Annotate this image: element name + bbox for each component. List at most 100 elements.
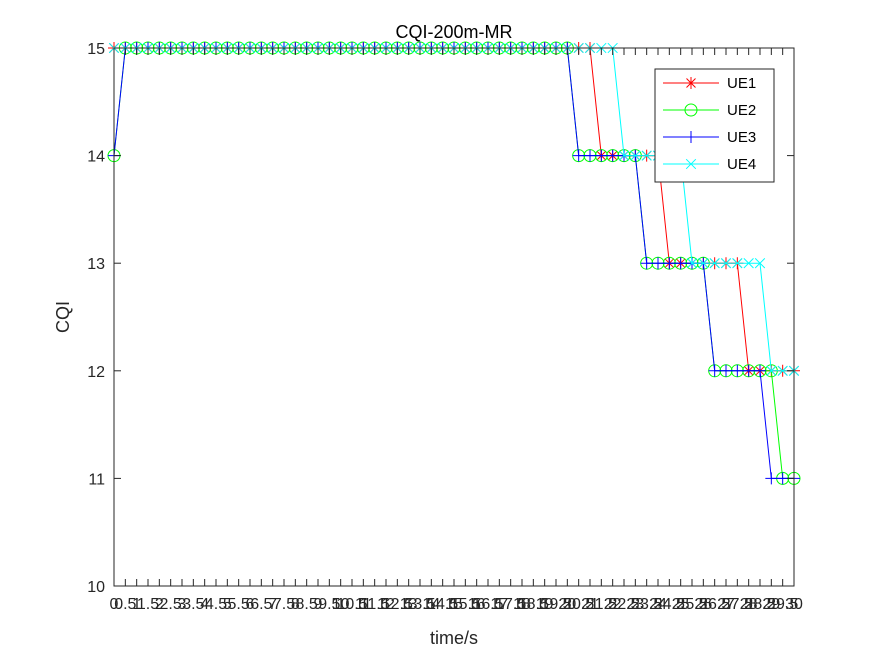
- x-tick-label: 30: [785, 596, 803, 613]
- x-tick-label: 19.5: [540, 596, 571, 613]
- x-tick-label: 29: [762, 596, 780, 613]
- data-point-ue4: [709, 258, 720, 269]
- data-point-ue3-shape: [742, 364, 755, 377]
- legend-entry-ue4: UE4: [663, 156, 756, 173]
- x-tick-label: 28.5: [744, 596, 775, 613]
- x-tick-label: 14: [422, 596, 440, 613]
- x-tick-label: 1: [132, 596, 141, 613]
- data-point-ue3: [606, 149, 619, 162]
- legend-label-ue4: UE4: [727, 156, 756, 173]
- x-tick-label: 23: [626, 596, 644, 613]
- data-point-ue4-shape: [618, 150, 630, 161]
- x-axis-ticks: 00.511.522.533.544.555.566.577.588.599.5…: [110, 48, 803, 613]
- data-point-ue4: [630, 150, 641, 161]
- data-point-ue4-shape: [766, 365, 777, 376]
- y-tick-label: 12: [87, 364, 105, 381]
- x-tick-label: 4.5: [205, 596, 227, 613]
- data-point-ue3: [754, 364, 766, 377]
- x-tick-label: 13.5: [404, 596, 435, 613]
- data-point-ue3: [652, 257, 664, 270]
- x-tick-label: 26.5: [699, 596, 730, 613]
- chart-title: CQI-200m-MR: [395, 22, 512, 42]
- x-tick-label: 7: [268, 596, 277, 613]
- data-point-ue3: [742, 364, 755, 377]
- legend-label-ue1: UE1: [727, 75, 756, 92]
- y-axis-ticks: 10 11 12 13 14 15: [87, 41, 794, 596]
- data-point-ue3: [720, 364, 732, 377]
- x-tick-label: 11: [355, 596, 372, 613]
- x-tick-label: 2.5: [160, 596, 182, 613]
- x-tick-label: 9.5: [318, 596, 340, 613]
- x-tick-label: 18.5: [518, 596, 549, 613]
- x-tick-label: 25.5: [676, 596, 707, 613]
- data-point-ue4-shape: [743, 258, 754, 269]
- x-tick-label: 20: [558, 596, 576, 613]
- y-tick-label: 15: [87, 41, 105, 58]
- x-tick-label: 28: [740, 596, 758, 613]
- x-tick-label: 10.5: [336, 596, 367, 613]
- data-point-ue4: [732, 258, 743, 269]
- x-tick-label: 20.5: [563, 596, 594, 613]
- data-point-ue3: [640, 257, 653, 270]
- x-tick-label: 16: [468, 596, 486, 613]
- x-tick-label: 15: [445, 596, 463, 613]
- data-point-ue4-shape: [630, 150, 641, 161]
- x-tick-label: 1.5: [137, 596, 159, 613]
- y-tick-label: 13: [87, 256, 105, 273]
- data-point-ue4-shape: [641, 150, 652, 161]
- y-tick-label: 11: [88, 471, 105, 488]
- data-point-ue3-shape: [595, 149, 608, 162]
- data-point-ue4: [743, 258, 754, 269]
- legend-marker-ue3-shape: [685, 131, 697, 143]
- data-point-ue4-shape: [732, 258, 743, 269]
- x-tick-label: 16.5: [472, 596, 503, 613]
- data-point-ue3-shape: [776, 472, 789, 485]
- data-point-ue4: [777, 365, 788, 376]
- legend: UE1 UE2 UE3 UE4: [654, 68, 775, 183]
- x-tick-label: 22: [604, 596, 622, 613]
- data-point-ue4: [641, 150, 652, 161]
- x-tick-label: 5: [223, 596, 232, 613]
- data-point-ue3-shape: [674, 257, 687, 270]
- legend-marker-ue4-shape: [685, 158, 697, 170]
- data-point-ue3: [708, 364, 721, 377]
- data-point-ue3-shape: [765, 472, 778, 485]
- data-point-ue3: [776, 472, 789, 485]
- data-point-ue3-shape: [663, 257, 676, 270]
- data-point-ue4: [720, 258, 732, 269]
- data-point-ue3: [572, 149, 585, 162]
- x-tick-label: 3.5: [182, 596, 204, 613]
- legend-marker-ue3: [685, 131, 697, 143]
- data-point-ue4: [618, 150, 630, 161]
- x-tick-label: 17.5: [495, 596, 526, 613]
- y-axis-label: CQI: [53, 301, 73, 333]
- data-point-ue3: [731, 364, 744, 377]
- data-point-ue3-shape: [572, 149, 585, 162]
- x-tick-label: 25: [672, 596, 690, 613]
- x-tick-label: 0.5: [114, 596, 136, 613]
- x-tick-label: 8.5: [296, 596, 318, 613]
- x-tick-label: 22.5: [608, 596, 639, 613]
- data-point-ue3-shape: [731, 364, 744, 377]
- data-point-ue3: [584, 149, 596, 162]
- x-tick-label: 2: [155, 596, 164, 613]
- x-tick-label: 24: [649, 596, 667, 613]
- x-tick-label: 14.5: [427, 596, 458, 613]
- x-tick-label: 15.5: [450, 596, 481, 613]
- legend-label-ue3: UE3: [727, 129, 756, 146]
- legend-entry-ue2: UE2: [663, 102, 756, 119]
- x-tick-label: 29.5: [767, 596, 798, 613]
- x-tick-label: 12.5: [382, 596, 413, 613]
- x-tick-label: 27: [717, 596, 735, 613]
- data-point-ue3: [674, 257, 687, 270]
- y-tick-label: 14: [87, 149, 105, 166]
- data-point-ue3-shape: [584, 149, 596, 162]
- x-tick-label: 3: [178, 596, 187, 613]
- data-point-ue3-shape: [754, 364, 766, 377]
- data-point-ue4-shape: [698, 258, 709, 269]
- data-point-ue3-shape: [720, 364, 732, 377]
- legend-entry-ue3: UE3: [663, 129, 756, 146]
- data-point-ue4-shape: [686, 258, 698, 269]
- x-tick-label: 18: [513, 596, 531, 613]
